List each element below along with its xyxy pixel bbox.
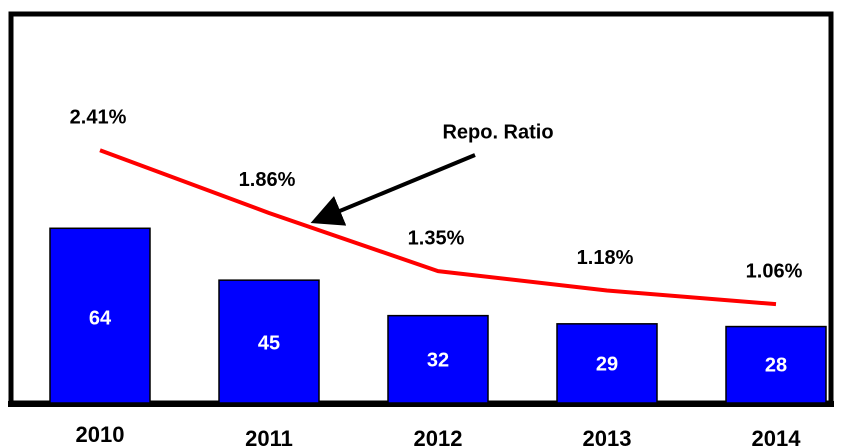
annotation-arrow (310, 153, 476, 226)
line-value-label: 1.18% (577, 247, 634, 269)
x-tick-label: 2012 (414, 426, 463, 448)
line-value-label: 1.06% (746, 260, 803, 282)
x-tick-label: 2013 (583, 426, 632, 448)
bar (556, 323, 658, 404)
x-tick-label: 2014 (752, 426, 802, 448)
bar (49, 227, 151, 404)
marks (49, 148, 827, 404)
line-value-label: 1.86% (239, 169, 296, 191)
bar-value-label: 45 (258, 332, 280, 354)
annotation: Repo. Ratio (442, 121, 553, 143)
line (99, 148, 777, 307)
bar (387, 314, 489, 404)
bar-value-label: 29 (596, 353, 618, 375)
bar (218, 279, 320, 404)
bar-value-label: 64 (89, 307, 112, 329)
bar-value-label: 32 (427, 349, 449, 371)
x-tick-label: 2011 (245, 426, 293, 448)
line-value-label: 1.35% (408, 227, 465, 249)
bar-value-label: 28 (765, 355, 787, 377)
x-tick-label: 2010 (76, 422, 125, 447)
bar (725, 325, 827, 404)
line-value-label: 2.41% (70, 107, 127, 129)
